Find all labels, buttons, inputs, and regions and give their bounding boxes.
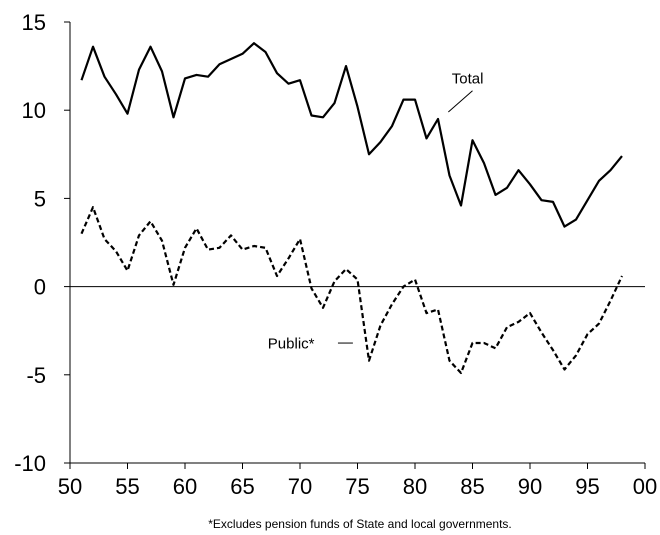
x-tick-label: 60 (173, 474, 197, 499)
series-group (80, 42, 623, 375)
y-tick-label: 0 (34, 275, 46, 300)
y-axis-ticks: -10 -5 0 5 10 15 (14, 10, 70, 476)
total-series-label: Total (452, 71, 484, 88)
x-tick-label: 55 (115, 474, 139, 499)
x-tick-label: 80 (403, 474, 427, 499)
y-tick-label: -10 (14, 451, 46, 476)
public-series-line (80, 206, 623, 375)
y-tick-label: -5 (26, 363, 46, 388)
x-axis-ticks: 50 55 60 65 70 75 80 85 90 95 00 (58, 463, 657, 499)
x-tick-label: 85 (460, 474, 484, 499)
total-label-leader-line (448, 90, 473, 113)
y-tick-label: 15 (22, 10, 46, 35)
footnote: *Excludes pension funds of State and loc… (208, 517, 512, 531)
x-tick-label: 00 (633, 474, 657, 499)
x-tick-label: 95 (575, 474, 599, 499)
chart-axes (69, 22, 645, 464)
y-tick-label: 5 (34, 186, 46, 211)
x-tick-label: 90 (518, 474, 542, 499)
x-tick-label: 65 (230, 474, 254, 499)
total-series-line (80, 42, 623, 228)
x-tick-label: 75 (345, 474, 369, 499)
x-tick-label: 50 (58, 474, 82, 499)
x-tick-label: 70 (288, 474, 312, 499)
public-series-label: Public* (268, 335, 315, 352)
y-tick-label: 10 (22, 98, 46, 123)
